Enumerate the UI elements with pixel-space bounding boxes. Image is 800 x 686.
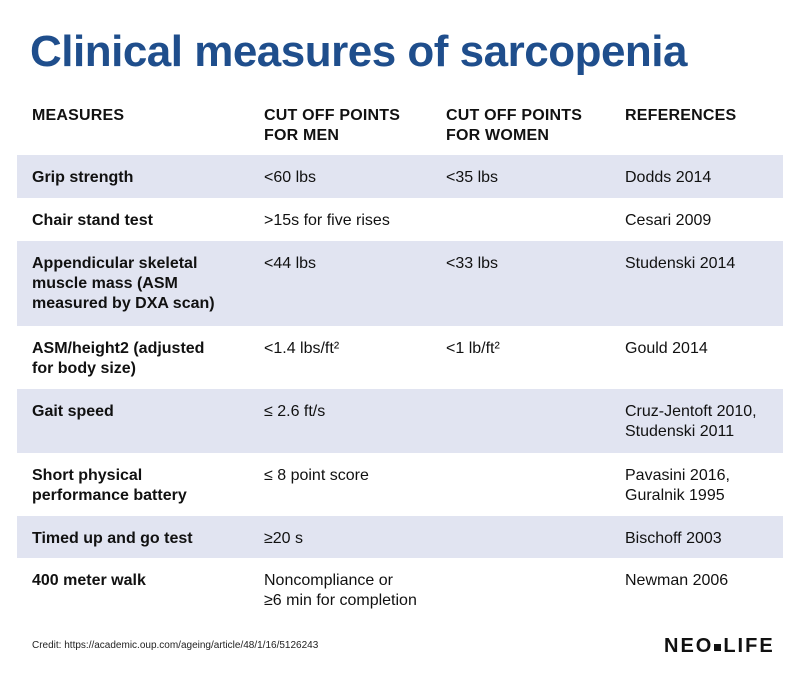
header-women: CUT OFF POINTS FOR WOMEN (431, 95, 609, 155)
header-measures-label: MEASURES (32, 107, 125, 124)
women-cutoff-cell (431, 211, 609, 241)
women-cutoff-cell-line: <33 lbs (446, 255, 499, 272)
reference-cell: Dodds 2014 (609, 168, 783, 198)
measure-cell-line: Grip strength (32, 169, 134, 186)
women-cutoff-cell (431, 571, 609, 625)
reference-cell: Bischoff 2003 (609, 529, 783, 558)
table-row: Gait speed ≤ 2.6 ft/s Cruz-Jentoft 2010, St… (17, 389, 783, 453)
page-title: Clinical measures of sarcopenia (30, 27, 688, 76)
measure-cell-line: performance battery (32, 487, 187, 504)
reference-cell-line: Bischoff 2003 (625, 530, 722, 547)
header-references: REFERENCES (609, 95, 783, 155)
header-measures: MEASURES (17, 95, 248, 155)
measure-cell-line: ASM/height2 (adjusted (32, 340, 205, 357)
reference-cell-line: Studenski 2014 (625, 255, 736, 272)
women-cutoff-cell-line: <35 lbs (446, 169, 499, 186)
women-cutoff-cell (431, 529, 609, 558)
measure-cell: Timed up and go test (17, 529, 248, 558)
reference-cell-line: Studenski 2011 (625, 423, 735, 440)
header-men-line1: CUT OFF POINTS (264, 107, 401, 124)
reference-cell-line: Dodds 2014 (625, 169, 712, 186)
brand-right: LIFE (723, 635, 775, 657)
reference-cell: Pavasini 2016, Guralnik 1995 (609, 466, 783, 516)
men-cutoff-cell-line: ≥20 s (264, 530, 304, 547)
measure-cell: Appendicular skeletal muscle mass (ASM mea… (17, 254, 248, 326)
measure-cell: 400 meter walk (17, 571, 248, 625)
measure-cell-line: 400 meter walk (32, 572, 146, 589)
men-cutoff-cell: <1.4 lbs/ft² (248, 339, 431, 389)
neo-life-logo: NEO LIFE (664, 635, 775, 658)
table-row: Timed up and go test ≥20 s Bischoff 2003 (17, 516, 783, 558)
reference-cell: Gould 2014 (609, 339, 783, 389)
header-women-line2: FOR WOMEN (446, 127, 550, 144)
measure-cell-line: Chair stand test (32, 212, 153, 229)
header-references-label: REFERENCES (625, 107, 737, 124)
measure-cell: Chair stand test (17, 211, 248, 241)
measure-cell: Grip strength (17, 168, 248, 198)
men-cutoff-cell: ≤ 2.6 ft/s (248, 402, 431, 453)
men-cutoff-cell-line: ≥6 min for completion (264, 592, 417, 609)
reference-cell-line: Guralnik 1995 (625, 487, 725, 504)
reference-cell-line: Pavasini 2016, (625, 467, 730, 484)
men-cutoff-cell-line: ≤ 2.6 ft/s (264, 403, 326, 420)
measure-cell-line: for body size) (32, 360, 137, 377)
measure-cell-line: Short physical (32, 467, 143, 484)
men-cutoff-cell-line: ≤ 8 point score (264, 467, 369, 484)
measure-cell-line: Timed up and go test (32, 530, 193, 547)
men-cutoff-cell: >15s for five rises (248, 211, 431, 241)
reference-cell-line: Cesari 2009 (625, 212, 712, 229)
men-cutoff-cell: <44 lbs (248, 254, 431, 326)
table-row: Appendicular skeletal muscle mass (ASM mea… (17, 241, 783, 326)
measure-cell: ASM/height2 (adjusted for body size) (17, 339, 248, 389)
reference-cell-line: Newman 2006 (625, 572, 729, 589)
reference-cell: Studenski 2014 (609, 254, 783, 326)
men-cutoff-cell-line: >15s for five rises (264, 212, 390, 229)
measure-cell: Gait speed (17, 402, 248, 453)
measure-cell-line: Appendicular skeletal (32, 255, 198, 272)
reference-cell-line: Cruz-Jentoft 2010, (625, 403, 757, 420)
credit-text: Credit: https://academic.oup.com/ageing/… (32, 640, 319, 651)
reference-cell: Cruz-Jentoft 2010, Studenski 2011 (609, 402, 783, 453)
measure-cell-line: muscle mass (ASM (32, 275, 178, 292)
measure-cell: Short physical performance battery (17, 466, 248, 516)
women-cutoff-cell (431, 402, 609, 453)
table-row: Short physical performance battery ≤ 8 poi… (17, 453, 783, 516)
header-men: CUT OFF POINTS FOR MEN (248, 95, 431, 155)
men-cutoff-cell: ≥20 s (248, 529, 431, 558)
table-body: Grip strength <60 lbs <35 lbs Dodds 2014 Cha… (17, 155, 783, 625)
women-cutoff-cell: <1 lb/ft² (431, 339, 609, 389)
measure-cell-line: Gait speed (32, 403, 114, 420)
header-women-line1: CUT OFF POINTS (446, 107, 583, 124)
brand-dot-icon (714, 644, 722, 651)
reference-cell: Cesari 2009 (609, 211, 783, 241)
measure-cell-line: measured by DXA scan) (32, 295, 215, 312)
men-cutoff-cell-line: Noncompliance or (264, 572, 393, 589)
men-cutoff-cell-line: <60 lbs (264, 169, 317, 186)
men-cutoff-cell: <60 lbs (248, 168, 431, 198)
sarcopenia-table: MEASURES CUT OFF POINTS FOR MEN CUT OFF … (17, 95, 783, 625)
women-cutoff-cell (431, 466, 609, 516)
table-row: Chair stand test >15s for five rises Cesar… (17, 198, 783, 241)
table-header: MEASURES CUT OFF POINTS FOR MEN CUT OFF … (17, 95, 783, 155)
header-men-line2: FOR MEN (264, 127, 340, 144)
men-cutoff-cell-line: <1.4 lbs/ft² (264, 340, 340, 357)
reference-cell-line: Gould 2014 (625, 340, 708, 357)
table-row: 400 meter walk Noncompliance or ≥6 min for… (17, 558, 783, 625)
women-cutoff-cell: <35 lbs (431, 168, 609, 198)
men-cutoff-cell: Noncompliance or ≥6 min for completion (248, 571, 431, 625)
table-row: Grip strength <60 lbs <35 lbs Dodds 2014 (17, 155, 783, 198)
women-cutoff-cell-line: <1 lb/ft² (446, 340, 500, 357)
reference-cell: Newman 2006 (609, 571, 783, 625)
women-cutoff-cell: <33 lbs (431, 254, 609, 326)
men-cutoff-cell: ≤ 8 point score (248, 466, 431, 516)
men-cutoff-cell-line: <44 lbs (264, 255, 317, 272)
table-row: ASM/height2 (adjusted for body size) <1.4 … (17, 326, 783, 389)
brand-left: NEO (664, 635, 714, 657)
